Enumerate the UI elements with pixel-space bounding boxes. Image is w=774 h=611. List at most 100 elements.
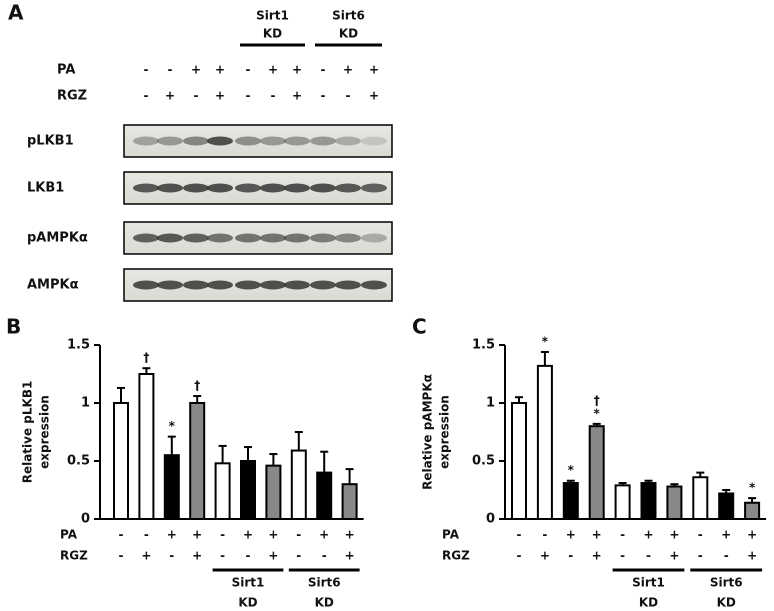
bar xyxy=(588,425,605,521)
bar xyxy=(744,501,761,521)
band xyxy=(157,280,183,290)
band xyxy=(183,183,209,193)
sign: + xyxy=(268,528,278,542)
sign: + xyxy=(192,528,202,542)
group-label: KD xyxy=(263,27,282,41)
sign: + xyxy=(592,528,602,542)
y-axis-label: expression xyxy=(438,395,452,469)
band xyxy=(335,183,361,193)
bar xyxy=(666,485,683,520)
sign: - xyxy=(220,528,225,542)
sign: - xyxy=(246,89,251,103)
sign: - xyxy=(517,549,522,563)
band xyxy=(235,136,261,146)
band xyxy=(260,233,286,243)
bar xyxy=(113,402,129,520)
panel-label: C xyxy=(412,315,427,339)
sign: - xyxy=(271,89,276,103)
band xyxy=(310,136,336,146)
bar xyxy=(718,492,735,521)
row-label: RGZ xyxy=(60,549,88,563)
y-tick-label: 0.5 xyxy=(472,454,495,469)
row-label: PA xyxy=(57,63,75,78)
band xyxy=(310,233,336,243)
bar xyxy=(562,482,579,521)
band xyxy=(207,136,233,146)
row-label: PA xyxy=(442,528,460,542)
band xyxy=(335,280,361,290)
sign: + xyxy=(566,528,576,542)
band xyxy=(157,233,183,243)
sign: - xyxy=(119,549,124,563)
sign: + xyxy=(540,549,550,563)
bar xyxy=(316,471,333,521)
sign: + xyxy=(369,89,379,103)
group-label: KD xyxy=(315,596,334,610)
sign: - xyxy=(322,549,327,563)
significance-marker: † xyxy=(594,393,600,407)
band xyxy=(260,280,286,290)
band xyxy=(310,183,336,193)
sign: - xyxy=(296,528,301,542)
band xyxy=(335,233,361,243)
blot-label: pLKB1 xyxy=(27,134,74,149)
sign: - xyxy=(144,528,149,542)
sign: - xyxy=(169,549,174,563)
sign: - xyxy=(168,63,173,77)
sign: + xyxy=(165,89,175,103)
band xyxy=(235,183,261,193)
sign: + xyxy=(721,528,731,542)
sign: - xyxy=(119,528,124,542)
bar xyxy=(265,464,282,521)
band xyxy=(207,233,233,243)
sign: + xyxy=(319,528,329,542)
band xyxy=(284,136,310,146)
bar xyxy=(189,402,206,520)
band xyxy=(361,280,387,290)
y-tick-label: 1.5 xyxy=(472,338,495,353)
row-label: RGZ xyxy=(57,89,87,104)
group-label: Sirt1 xyxy=(632,576,665,590)
band xyxy=(361,233,387,243)
sign: + xyxy=(345,528,355,542)
sign: + xyxy=(215,63,225,77)
sign: + xyxy=(592,549,602,563)
sign: - xyxy=(646,549,651,563)
sign: + xyxy=(191,63,201,77)
significance-marker: * xyxy=(594,406,601,420)
y-tick-label: 0 xyxy=(81,512,90,527)
sign: + xyxy=(192,549,202,563)
significance-marker: † xyxy=(194,379,200,393)
band xyxy=(183,280,209,290)
y-tick-label: 0.5 xyxy=(67,454,90,469)
band xyxy=(133,280,159,290)
band xyxy=(183,233,209,243)
band xyxy=(157,136,183,146)
sign: - xyxy=(346,89,351,103)
band xyxy=(235,280,261,290)
y-axis-label: expression xyxy=(38,395,52,469)
band xyxy=(133,233,159,243)
bar xyxy=(163,454,180,521)
sign: - xyxy=(620,528,625,542)
sign: - xyxy=(220,549,225,563)
band xyxy=(335,136,361,146)
group-label: Sirt6 xyxy=(332,9,365,23)
significance-marker: * xyxy=(749,481,756,495)
band xyxy=(133,183,159,193)
sign: - xyxy=(517,528,522,542)
sign: - xyxy=(144,89,149,103)
significance-marker: * xyxy=(542,334,549,348)
panel-label: B xyxy=(6,315,21,339)
bar xyxy=(640,482,657,521)
sign: + xyxy=(345,549,355,563)
band xyxy=(260,136,286,146)
band xyxy=(284,233,310,243)
sign: - xyxy=(321,89,326,103)
blot-label: AMPKα xyxy=(27,278,79,293)
sign: - xyxy=(194,89,199,103)
sign: + xyxy=(292,89,302,103)
sign: - xyxy=(296,549,301,563)
sign: + xyxy=(268,63,278,77)
